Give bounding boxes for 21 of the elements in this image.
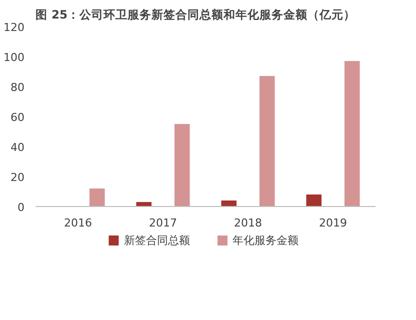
legend-label: 新签合同总额	[124, 234, 190, 247]
y-tick-label: 0	[18, 201, 24, 214]
x-tick-label: 2019	[319, 216, 348, 230]
x-tick-label: 2016	[64, 216, 92, 230]
bar	[344, 61, 360, 206]
y-tick-label: 40	[10, 141, 25, 154]
chart-title: 图 25：公司环卫服务新签合同总额和年化服务金额（亿元）	[36, 8, 356, 22]
y-tick-label: 120	[4, 21, 25, 34]
bar	[136, 202, 152, 206]
bar	[221, 200, 237, 206]
y-tick-label: 80	[10, 81, 25, 94]
x-tick-label: 2018	[234, 216, 262, 230]
x-tick-label: 2017	[149, 216, 178, 230]
bar	[306, 194, 322, 206]
legend-label: 年化服务金额	[232, 234, 299, 247]
y-tick-label: 100	[4, 51, 25, 64]
bar	[174, 124, 190, 206]
bar	[89, 188, 105, 206]
bar	[259, 76, 275, 206]
y-tick-label: 60	[10, 111, 25, 124]
y-tick-label: 20	[10, 171, 25, 184]
